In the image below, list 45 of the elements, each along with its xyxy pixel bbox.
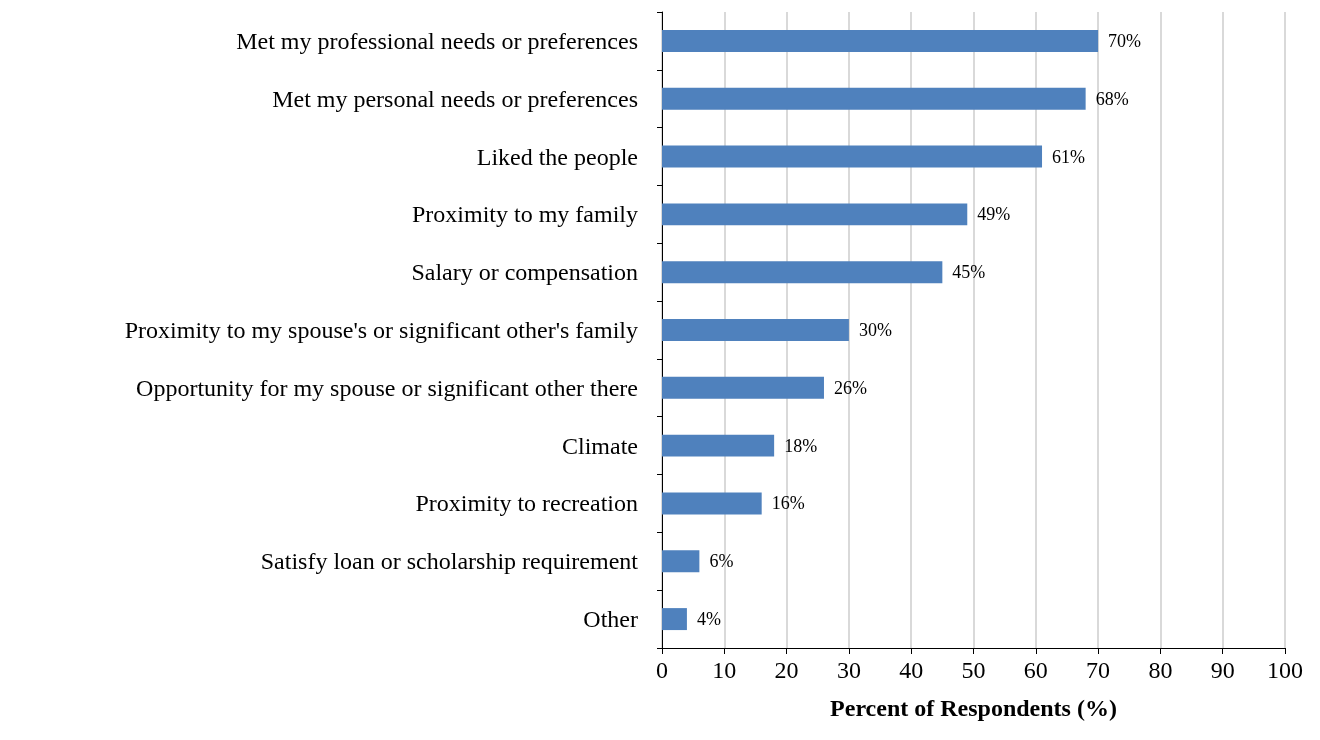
data-label: 68% — [1095, 88, 1129, 109]
data-label: 16% — [771, 493, 805, 514]
x-tick-label: 100 — [1267, 657, 1303, 683]
y-tick-label: Proximity to my family — [412, 201, 638, 228]
bar — [662, 203, 968, 226]
y-tick-label: Climate — [562, 432, 638, 459]
y-tick-label: Salary or compensation — [411, 259, 638, 286]
data-label: 45% — [952, 262, 986, 283]
x-tick-label: 70 — [1086, 657, 1111, 683]
x-tick-label: 90 — [1210, 657, 1235, 683]
data-label: 4% — [696, 609, 721, 630]
bar — [662, 550, 700, 573]
bar — [662, 319, 849, 341]
x-axis-title: Percent of Respondents (%) — [830, 695, 1117, 721]
data-label: 26% — [833, 377, 867, 398]
bar — [662, 492, 762, 515]
y-tick-label: Satisfy loan or scholarship requirement — [260, 548, 639, 575]
x-tick-label: 50 — [961, 657, 986, 683]
bar — [662, 376, 824, 399]
bar — [662, 29, 1099, 52]
bar — [662, 261, 943, 284]
x-tick-label: 30 — [836, 657, 861, 683]
y-tick-label: Opportunity for my spouse or significant other there — [136, 374, 638, 401]
x-tick-label: 60 — [1023, 657, 1048, 683]
y-tick-label: Proximity to my spouse's or significant other's family — [124, 317, 638, 343]
x-tick-label: 40 — [899, 657, 924, 683]
y-tick-label: Met my professional needs or preferences — [236, 27, 638, 54]
x-tick-label: 80 — [1148, 657, 1173, 683]
data-label: 61% — [1052, 146, 1086, 167]
y-tick-label: Other — [583, 606, 638, 633]
x-tick-label: 0 — [656, 657, 668, 683]
data-label: 6% — [709, 551, 734, 572]
x-tick-label: 10 — [712, 657, 737, 683]
y-tick-label: Liked the people — [476, 143, 638, 170]
y-tick-label: Proximity to recreation — [415, 490, 638, 517]
y-tick-label: Met my personal needs or preferences — [272, 85, 638, 112]
bar — [662, 434, 775, 457]
bar — [662, 145, 1043, 168]
bar — [662, 608, 687, 631]
data-label: 30% — [858, 320, 892, 340]
data-label: 49% — [977, 204, 1011, 225]
data-label: 18% — [784, 435, 818, 456]
data-label: 70% — [1108, 30, 1142, 51]
x-tick-label: 20 — [774, 657, 799, 683]
bar — [662, 87, 1086, 110]
